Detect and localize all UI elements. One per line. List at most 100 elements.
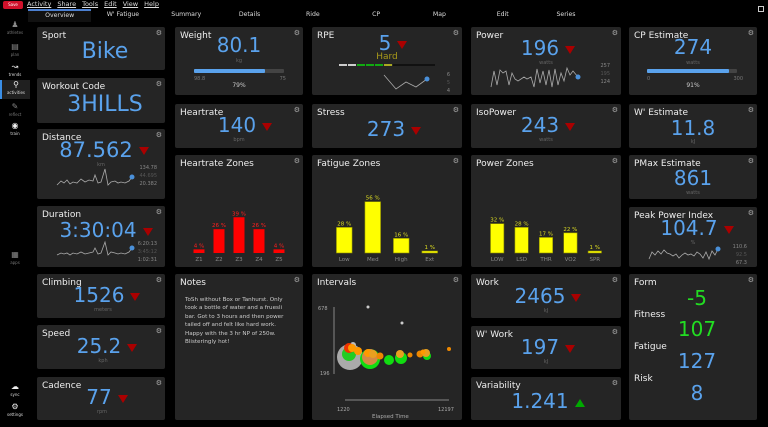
tile-notes[interactable]: Notes ⚙ ToSh without Box or Tanhurst. On…	[175, 274, 303, 420]
gear-icon[interactable]: ⚙	[452, 29, 459, 37]
gear-icon[interactable]: ⚙	[155, 131, 162, 139]
zone-category-label: SPR	[589, 257, 600, 263]
gear-icon[interactable]: ⚙	[155, 208, 162, 216]
isopower-unit: watts	[539, 137, 553, 143]
gear-icon[interactable]: ⚙	[293, 157, 300, 165]
tile-variability[interactable]: Variability ⚙ 1.241	[471, 377, 621, 420]
menu-edit[interactable]: Edit	[104, 0, 117, 8]
tab-map[interactable]: Map	[432, 11, 446, 18]
gear-icon[interactable]: ⚙	[747, 209, 754, 217]
gear-icon[interactable]: ⚙	[293, 29, 300, 37]
gear-icon[interactable]: ⚙	[611, 379, 618, 387]
tile-speed[interactable]: Speed ⚙ 25.2 kph	[37, 325, 165, 369]
tab-edit[interactable]: Edit	[496, 11, 509, 18]
tile-cadence[interactable]: Cadence ⚙ 77 rpm	[37, 377, 165, 420]
tile-duration[interactable]: Duration ⚙ 3:30:04 6:20:13 3:45:12 1:02:31	[37, 206, 165, 267]
tile-pmax-estimate[interactable]: PMax Estimate ⚙ 861 watts	[629, 155, 757, 199]
zone-value-label: 32 %	[490, 218, 504, 224]
tile-form[interactable]: Form ⚙ -5 Fitness 107 Fatigue 127 Risk 8	[629, 274, 757, 420]
maximize-icon[interactable]	[758, 6, 764, 12]
interval-bubble	[400, 321, 404, 325]
tile-weight[interactable]: Weight ⚙ 80.1 kg 98.8 75 79%	[175, 27, 303, 95]
interval-bubble	[420, 349, 426, 355]
zone-value-label: 28 %	[337, 221, 351, 227]
tile-stress[interactable]: Stress ⚙ 273	[312, 104, 462, 148]
sidebar-item-apps[interactable]: ▦ apps	[0, 250, 30, 268]
power-minmax: 257 195 124	[600, 63, 610, 85]
sidebar-item-sync[interactable]: ☁ sync	[0, 382, 30, 400]
tile-peak-power-index[interactable]: Peak Power Index ⚙ 104.7 % 110.6 92.5 67.3	[629, 207, 757, 267]
settings-icon: ⚙	[11, 402, 19, 411]
tile-heartrate-zones[interactable]: Heartrate Zones ⚙ 4 % Z1 26 % Z2 39 % Z3 26 % Z…	[175, 155, 303, 267]
gear-icon[interactable]: ⚙	[155, 276, 162, 284]
gear-icon[interactable]: ⚙	[293, 276, 300, 284]
gear-icon[interactable]: ⚙	[293, 106, 300, 114]
trend-down-icon	[127, 343, 138, 352]
interval-bubble	[354, 347, 362, 355]
trend-down-icon	[397, 40, 408, 49]
gear-icon[interactable]: ⚙	[747, 276, 754, 284]
tile-intervals[interactable]: Intervals ⚙ 678 196 1220 12197 Elapsed T…	[312, 274, 462, 420]
sidebar-item-train[interactable]: ◉ train	[0, 121, 30, 139]
heartrate-unit: bpm	[233, 137, 245, 143]
tile-work[interactable]: Work ⚙ 2465 kJ	[471, 274, 621, 318]
tab-ride[interactable]: Ride	[305, 11, 320, 18]
tile-power[interactable]: Power ⚙ 196 watts 257 195 124	[471, 27, 621, 95]
tile-distance[interactable]: Distance ⚙ 87.562 km 134.78 44.695 20.382	[37, 129, 165, 199]
gear-icon[interactable]: ⚙	[747, 29, 754, 37]
menubar: Save Activity Share Tools Edit View Help	[0, 0, 768, 12]
trend-down-icon	[262, 122, 273, 131]
gear-icon[interactable]: ⚙	[452, 157, 459, 165]
gear-icon[interactable]: ⚙	[452, 106, 459, 114]
tab-overview[interactable]: Overview	[28, 9, 92, 22]
sidebar-item-athletes[interactable]: ♟ athletes	[0, 20, 30, 38]
trend-down-icon	[565, 344, 576, 353]
interval-bubble	[384, 355, 394, 365]
tile-workout-code[interactable]: Workout Code ⚙ 3HILLS	[37, 78, 165, 123]
tile-heartrate[interactable]: Heartrate ⚙ 140 bpm	[175, 104, 303, 148]
menu-tools[interactable]: Tools	[82, 0, 99, 8]
tab-cp[interactable]: CP	[372, 11, 381, 18]
risk-label: Risk	[634, 374, 653, 384]
tab-series[interactable]: Series	[556, 11, 576, 18]
tile-w-estimate[interactable]: W' Estimate ⚙ 11.8 kJ	[629, 104, 757, 148]
sport-value: Bike	[81, 39, 129, 64]
menu-help[interactable]: Help	[144, 0, 159, 8]
menu-activity[interactable]: Activity	[27, 0, 52, 8]
gear-icon[interactable]: ⚙	[611, 106, 618, 114]
tile-cp-estimate[interactable]: CP Estimate ⚙ 274 watts 0 300 91%	[629, 27, 757, 95]
gear-icon[interactable]: ⚙	[155, 327, 162, 335]
gear-icon[interactable]: ⚙	[155, 29, 162, 37]
sidebar-item-reflect[interactable]: ✎ reflect	[0, 102, 30, 120]
variability-value: 1.241	[511, 389, 569, 413]
tab-summary[interactable]: Summary	[171, 11, 202, 18]
gear-icon[interactable]: ⚙	[747, 106, 754, 114]
sidebar-item-trends[interactable]: ↝ trends	[0, 62, 30, 80]
gear-icon[interactable]: ⚙	[611, 157, 618, 165]
sidebar-item-activities[interactable]: ⚲ activities	[0, 80, 30, 99]
notes-text[interactable]: ToSh without Box or Tanhurst. Only took …	[185, 297, 284, 346]
gear-icon[interactable]: ⚙	[747, 157, 754, 165]
gear-icon[interactable]: ⚙	[155, 379, 162, 387]
menu-view[interactable]: View	[122, 0, 139, 8]
sidebar-item-settings[interactable]: ⚙ settings	[0, 402, 30, 420]
gear-icon[interactable]: ⚙	[611, 29, 618, 37]
save-button[interactable]: Save	[3, 1, 23, 9]
tile-power-zones[interactable]: Power Zones ⚙ 32 % LOW 28 % LSD 17 % THR 22 % V…	[471, 155, 621, 267]
tile-isopower[interactable]: IsoPower ⚙ 243 watts	[471, 104, 621, 148]
gear-icon[interactable]: ⚙	[155, 80, 162, 88]
sidebar-item-plan[interactable]: ▤ plan	[0, 42, 30, 60]
gear-icon[interactable]: ⚙	[452, 276, 459, 284]
gear-icon[interactable]: ⚙	[611, 328, 618, 336]
x-min-label: 1220	[337, 407, 350, 413]
tile-sport[interactable]: Sport ⚙ Bike	[37, 27, 165, 70]
tile-climbing[interactable]: Climbing ⚙ 1526 meters	[37, 274, 165, 318]
gear-icon[interactable]: ⚙	[611, 276, 618, 284]
tile-fatigue-zones[interactable]: Fatigue Zones ⚙ 28 % Low 56 % Med 16 % High 1 …	[312, 155, 462, 267]
tile-w-work[interactable]: W' Work ⚙ 197 kJ	[471, 326, 621, 369]
tab-details[interactable]: Details	[238, 11, 261, 18]
zone-category-label: Z3	[235, 257, 243, 263]
menu-share[interactable]: Share	[57, 0, 77, 8]
tab-w-fatigue[interactable]: W' Fatigue	[106, 11, 140, 18]
